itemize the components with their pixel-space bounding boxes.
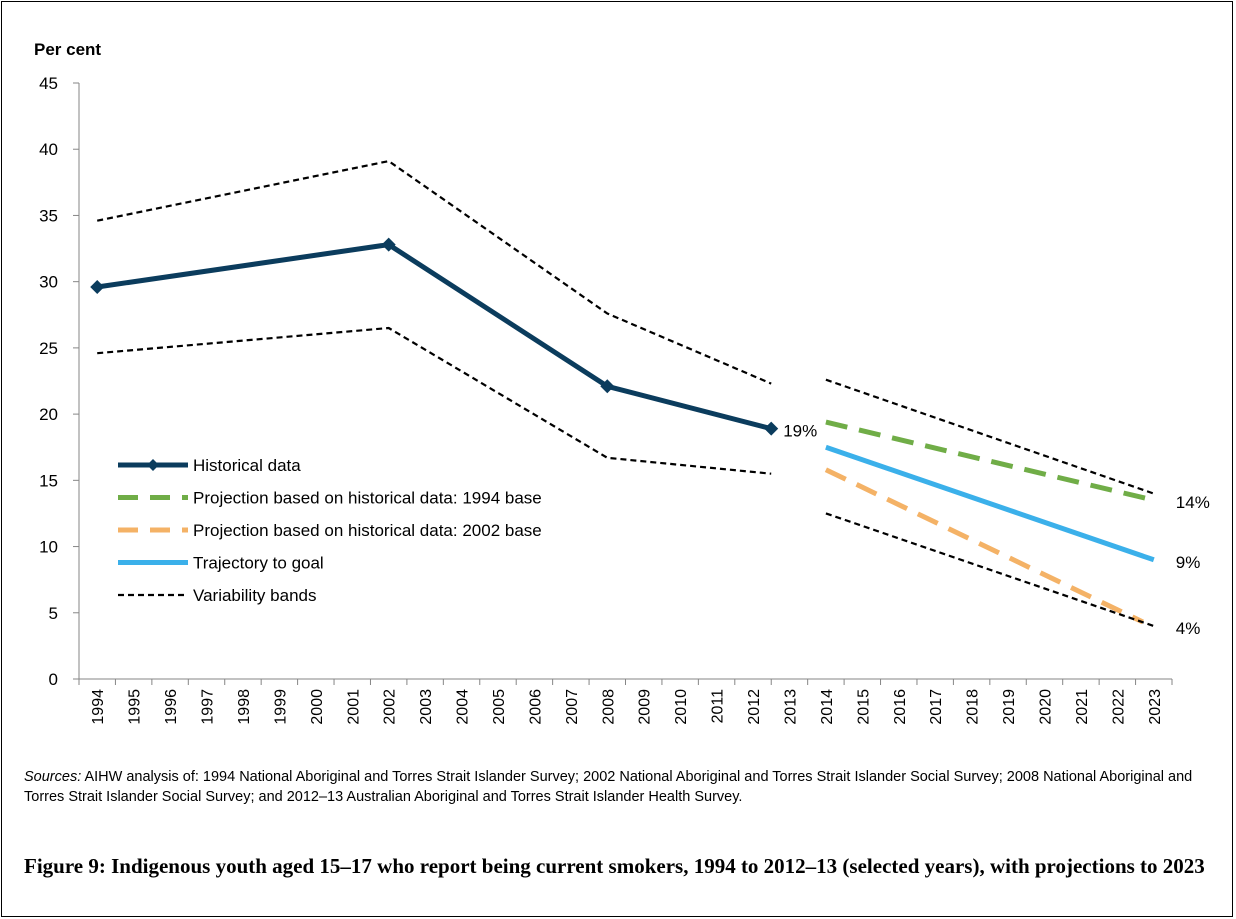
x-tick-label: 2012 bbox=[746, 689, 763, 725]
x-tick-label: 2014 bbox=[819, 689, 836, 725]
series-layer bbox=[90, 160, 1155, 628]
x-tick-label: 2020 bbox=[1037, 689, 1054, 725]
x-tick-label: 1997 bbox=[200, 689, 217, 725]
legend: Historical data Projection based on histo… bbox=[118, 456, 542, 605]
y-tick-label: 35 bbox=[39, 206, 58, 225]
sources-note: Sources: AIHW analysis of: 1994 National… bbox=[24, 767, 1214, 807]
series-projection-based-on-historical-data-2002-base bbox=[824, 467, 1144, 625]
variability-band-line bbox=[825, 512, 1155, 628]
x-tick-label: 2010 bbox=[673, 689, 690, 725]
x-tick-label: 2008 bbox=[600, 689, 617, 725]
x-tick-label: 1998 bbox=[236, 689, 253, 725]
data-point-marker bbox=[764, 421, 779, 436]
y-tick-label: 15 bbox=[39, 471, 58, 490]
y-tick-label: 45 bbox=[39, 74, 58, 93]
x-tick-label: 2004 bbox=[455, 689, 472, 725]
y-tick-label: 0 bbox=[49, 670, 58, 689]
figure-caption: Figure 9: Indigenous youth aged 15–17 wh… bbox=[24, 854, 1205, 878]
data-point-marker bbox=[600, 379, 615, 394]
x-tick-label: 1996 bbox=[163, 689, 180, 725]
x-tick-label: 2001 bbox=[345, 689, 362, 725]
x-tick-label: 2007 bbox=[564, 689, 581, 725]
chart: Per cent 0 5 10 15 20 25 30 35 40 45 1994 1995 1996 1… bbox=[34, 40, 1210, 725]
y-tick-label: 30 bbox=[39, 273, 58, 292]
x-tick-label: 2002 bbox=[382, 689, 399, 725]
legend-label: Variability bands bbox=[193, 586, 316, 605]
y-tick-label: 25 bbox=[39, 339, 58, 358]
y-axis-label: Per cent bbox=[34, 40, 101, 59]
y-tick-label: 20 bbox=[39, 405, 58, 424]
x-tick-label: 2018 bbox=[965, 689, 982, 725]
axes: 0 5 10 15 20 25 30 35 40 45 1994 1995 1996 1997 1998 19… bbox=[39, 74, 1173, 725]
y-tick-label: 10 bbox=[39, 538, 58, 557]
data-label: 9% bbox=[1176, 553, 1201, 572]
sources-text: AIHW analysis of: 1994 National Aborigin… bbox=[24, 769, 1193, 805]
x-tick-label: 2017 bbox=[928, 689, 945, 725]
legend-label: Trajectory to goal bbox=[193, 554, 324, 573]
series-historical-data bbox=[96, 242, 772, 432]
data-point-marker bbox=[90, 279, 105, 294]
x-tick-label: 2000 bbox=[309, 689, 326, 725]
x-tick-label: 1994 bbox=[90, 689, 107, 725]
legend-label: Projection based on historical data: 199… bbox=[193, 489, 542, 508]
x-tick-label: 2015 bbox=[855, 689, 872, 725]
data-point-marker bbox=[381, 237, 396, 252]
x-tick-label: 2003 bbox=[418, 689, 435, 725]
data-label: 14% bbox=[1176, 493, 1210, 512]
x-tick-label: 2013 bbox=[782, 689, 799, 725]
annotation-layer: 19% 14% 9% 4% bbox=[783, 422, 1210, 638]
series-trajectory-to-goal bbox=[825, 444, 1155, 563]
legend-label: Projection based on historical data: 200… bbox=[193, 521, 542, 540]
x-tick-label: 2022 bbox=[1110, 689, 1127, 725]
x-tick-label: 1999 bbox=[272, 689, 289, 725]
x-tick-label: 2023 bbox=[1147, 689, 1164, 725]
series-variability-bands bbox=[96, 160, 772, 385]
legend-marker bbox=[147, 459, 159, 471]
x-tick-label: 2021 bbox=[1074, 689, 1091, 725]
series-projection-based-on-historical-data-1994-base bbox=[825, 419, 1155, 503]
x-tick-label: 2009 bbox=[637, 689, 654, 725]
y-tick-label: 40 bbox=[39, 140, 58, 159]
y-tick-label: 5 bbox=[49, 604, 58, 623]
legend-label: Historical data bbox=[193, 456, 301, 475]
data-label: 4% bbox=[1176, 619, 1201, 638]
x-tick-label: 2019 bbox=[1001, 689, 1018, 725]
x-tick-label: 2006 bbox=[527, 689, 544, 725]
data-label: 19% bbox=[783, 422, 817, 441]
x-tick-label: 2016 bbox=[892, 689, 909, 725]
x-tick-label: 2011 bbox=[710, 689, 727, 724]
x-tick-label: 1995 bbox=[127, 689, 144, 725]
variability-band-line bbox=[825, 378, 1155, 495]
sources-lead: Sources: bbox=[24, 769, 82, 785]
x-tick-label: 2005 bbox=[491, 689, 508, 725]
